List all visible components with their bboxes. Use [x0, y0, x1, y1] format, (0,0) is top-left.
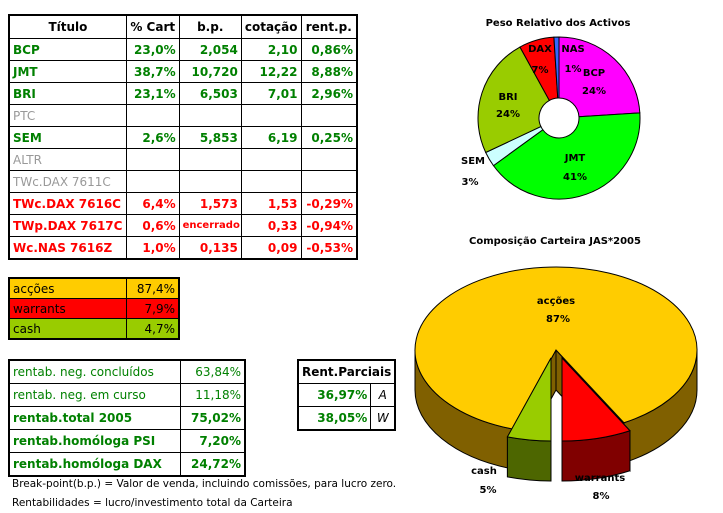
partial-return-value: 36,97% [297, 383, 372, 407]
cell-bp: 5,853 [178, 126, 242, 149]
holding-row: PTC [8, 104, 358, 127]
cell-cart: 1,0% [125, 236, 180, 260]
returns-label: rentab.total 2005 [8, 406, 181, 430]
partial-return-code: A [370, 383, 396, 407]
holding-row: TWp.DAX 7617C 0,6% encerrado 0,33 -0,94% [8, 214, 358, 237]
slice-label: BCP [583, 68, 605, 79]
cell-titulo: TWp.DAX 7617C [8, 214, 127, 237]
holding-row: BCP 23,0% 2,054 2,10 0,86% [8, 38, 358, 61]
doughnut-slice-bcp [558, 36, 641, 118]
returns-value: 63,84% [180, 359, 246, 384]
allocation-label: cash [8, 318, 127, 340]
slice-value: 1% [565, 64, 582, 75]
doughnut-slice-nas [553, 36, 560, 99]
allocation-label: warrants [8, 298, 127, 319]
column-header: b.p. [178, 14, 242, 39]
holding-row: TWc.DAX 7611C [8, 170, 358, 193]
doughnut-slice-bri [477, 46, 551, 154]
pie-slice-warrants [561, 356, 631, 442]
slice-value: 3% [462, 177, 479, 188]
pie-side-cash [506, 436, 552, 482]
slice-label: cash [471, 466, 497, 477]
cell-cart: 23,0% [125, 38, 180, 61]
slice-label: NAS [561, 44, 584, 55]
cell-cotacao: 0,09 [240, 236, 302, 260]
slice-value: 41% [563, 172, 587, 183]
allocation-row: acções 87,4% [8, 277, 180, 299]
holding-row: SEM 2,6% 5,853 6,19 0,25% [8, 126, 358, 149]
allocation-value: 7,9% [126, 298, 180, 319]
doughnut-title: Peso Relativo dos Activos [486, 18, 631, 29]
returns-row: rentab.homóloga PSI 7,20% [8, 429, 246, 453]
allocation-row: cash 4,7% [8, 318, 180, 340]
returns-value: 75,02% [180, 406, 246, 430]
cell-titulo: TWc.DAX 7611C [8, 170, 127, 193]
slice-label: SEM [461, 156, 485, 167]
slice-label: BRI [498, 92, 517, 103]
cell-bp: encerrado [178, 214, 242, 237]
cell-cotacao: 7,01 [240, 82, 302, 105]
allocation-value: 87,4% [126, 277, 180, 299]
cell-titulo: BRI [8, 82, 127, 105]
partial-returns-table: Rent.Parciais 36,97% A 38,05% W [297, 359, 397, 431]
slice-label: warrants [575, 473, 625, 484]
holding-row: Wc.NAS 7616Z 1,0% 0,135 0,09 -0,53% [8, 236, 358, 260]
returns-value: 7,20% [180, 429, 246, 453]
partial-returns-header: Rent.Parciais [297, 359, 396, 384]
allocation-label: acções [8, 277, 127, 299]
partial-return-code: W [370, 406, 396, 431]
slice-value: 24% [582, 86, 606, 97]
cell-bp: 0,135 [178, 236, 242, 260]
slice-value: 87% [546, 314, 570, 325]
holding-row: TWc.DAX 7616C 6,4% 1,573 1,53 -0,29% [8, 192, 358, 215]
column-header: % Cart [125, 14, 180, 39]
allocation-row: warrants 7,9% [8, 298, 180, 319]
cell-rent: -0,94% [300, 214, 358, 237]
slice-value: 7% [532, 65, 549, 76]
returns-row: rentab. neg. em curso 11,18% [8, 383, 246, 407]
pie-slice-acoes [414, 266, 698, 430]
allocation-value: 4,7% [126, 318, 180, 340]
cell-titulo: Wc.NAS 7616Z [8, 236, 127, 260]
cell-rent: -0,29% [300, 192, 358, 215]
slice-value: 5% [480, 485, 497, 496]
returns-table: rentab. neg. concluídos 63,84% rentab. n… [8, 359, 246, 477]
slice-value: 8% [593, 491, 610, 502]
doughnut-slice-jmt [492, 112, 641, 200]
note-break-point: Break-point(b.p.) = Valor de venda, incl… [12, 478, 397, 490]
pie-slice-cash [506, 357, 552, 442]
slice-label: DAX [528, 44, 552, 55]
slice-label: acções [537, 296, 575, 307]
slice-value: 24% [496, 109, 520, 120]
returns-row: rentab.total 2005 75,02% [8, 406, 246, 430]
returns-value: 24,72% [180, 452, 246, 477]
note-rentabilidades: Rentabilidades = lucro/investimento tota… [12, 497, 293, 509]
returns-label: rentab.homóloga PSI [8, 429, 181, 453]
cell-cart: 0,6% [125, 214, 180, 237]
returns-label: rentab. neg. em curso [8, 383, 181, 407]
cell-bp: 2,054 [178, 38, 242, 61]
holdings-table: Título% Cart b.p. cotação rent.p. BCP 23,0% 2,… [8, 14, 358, 260]
returns-label: rentab.homóloga DAX [8, 452, 181, 477]
cell-rent: 8,88% [300, 60, 358, 83]
returns-row: rentab.homóloga DAX 24,72% [8, 452, 246, 477]
cell-bp: 1,573 [178, 192, 242, 215]
allocation-table: acções 87,4% warrants 7,9% cash 4,7% [8, 277, 180, 340]
cell-rent: -0,53% [300, 236, 358, 260]
pie-title: Composição Carteira JAS*2005 [469, 236, 641, 247]
cell-rent: 0,86% [300, 38, 358, 61]
partial-return-value: 38,05% [297, 406, 372, 431]
slice-label: JMT [564, 153, 586, 164]
cell-cotacao: 12,22 [240, 60, 302, 83]
cell-cotacao: 0,33 [240, 214, 302, 237]
